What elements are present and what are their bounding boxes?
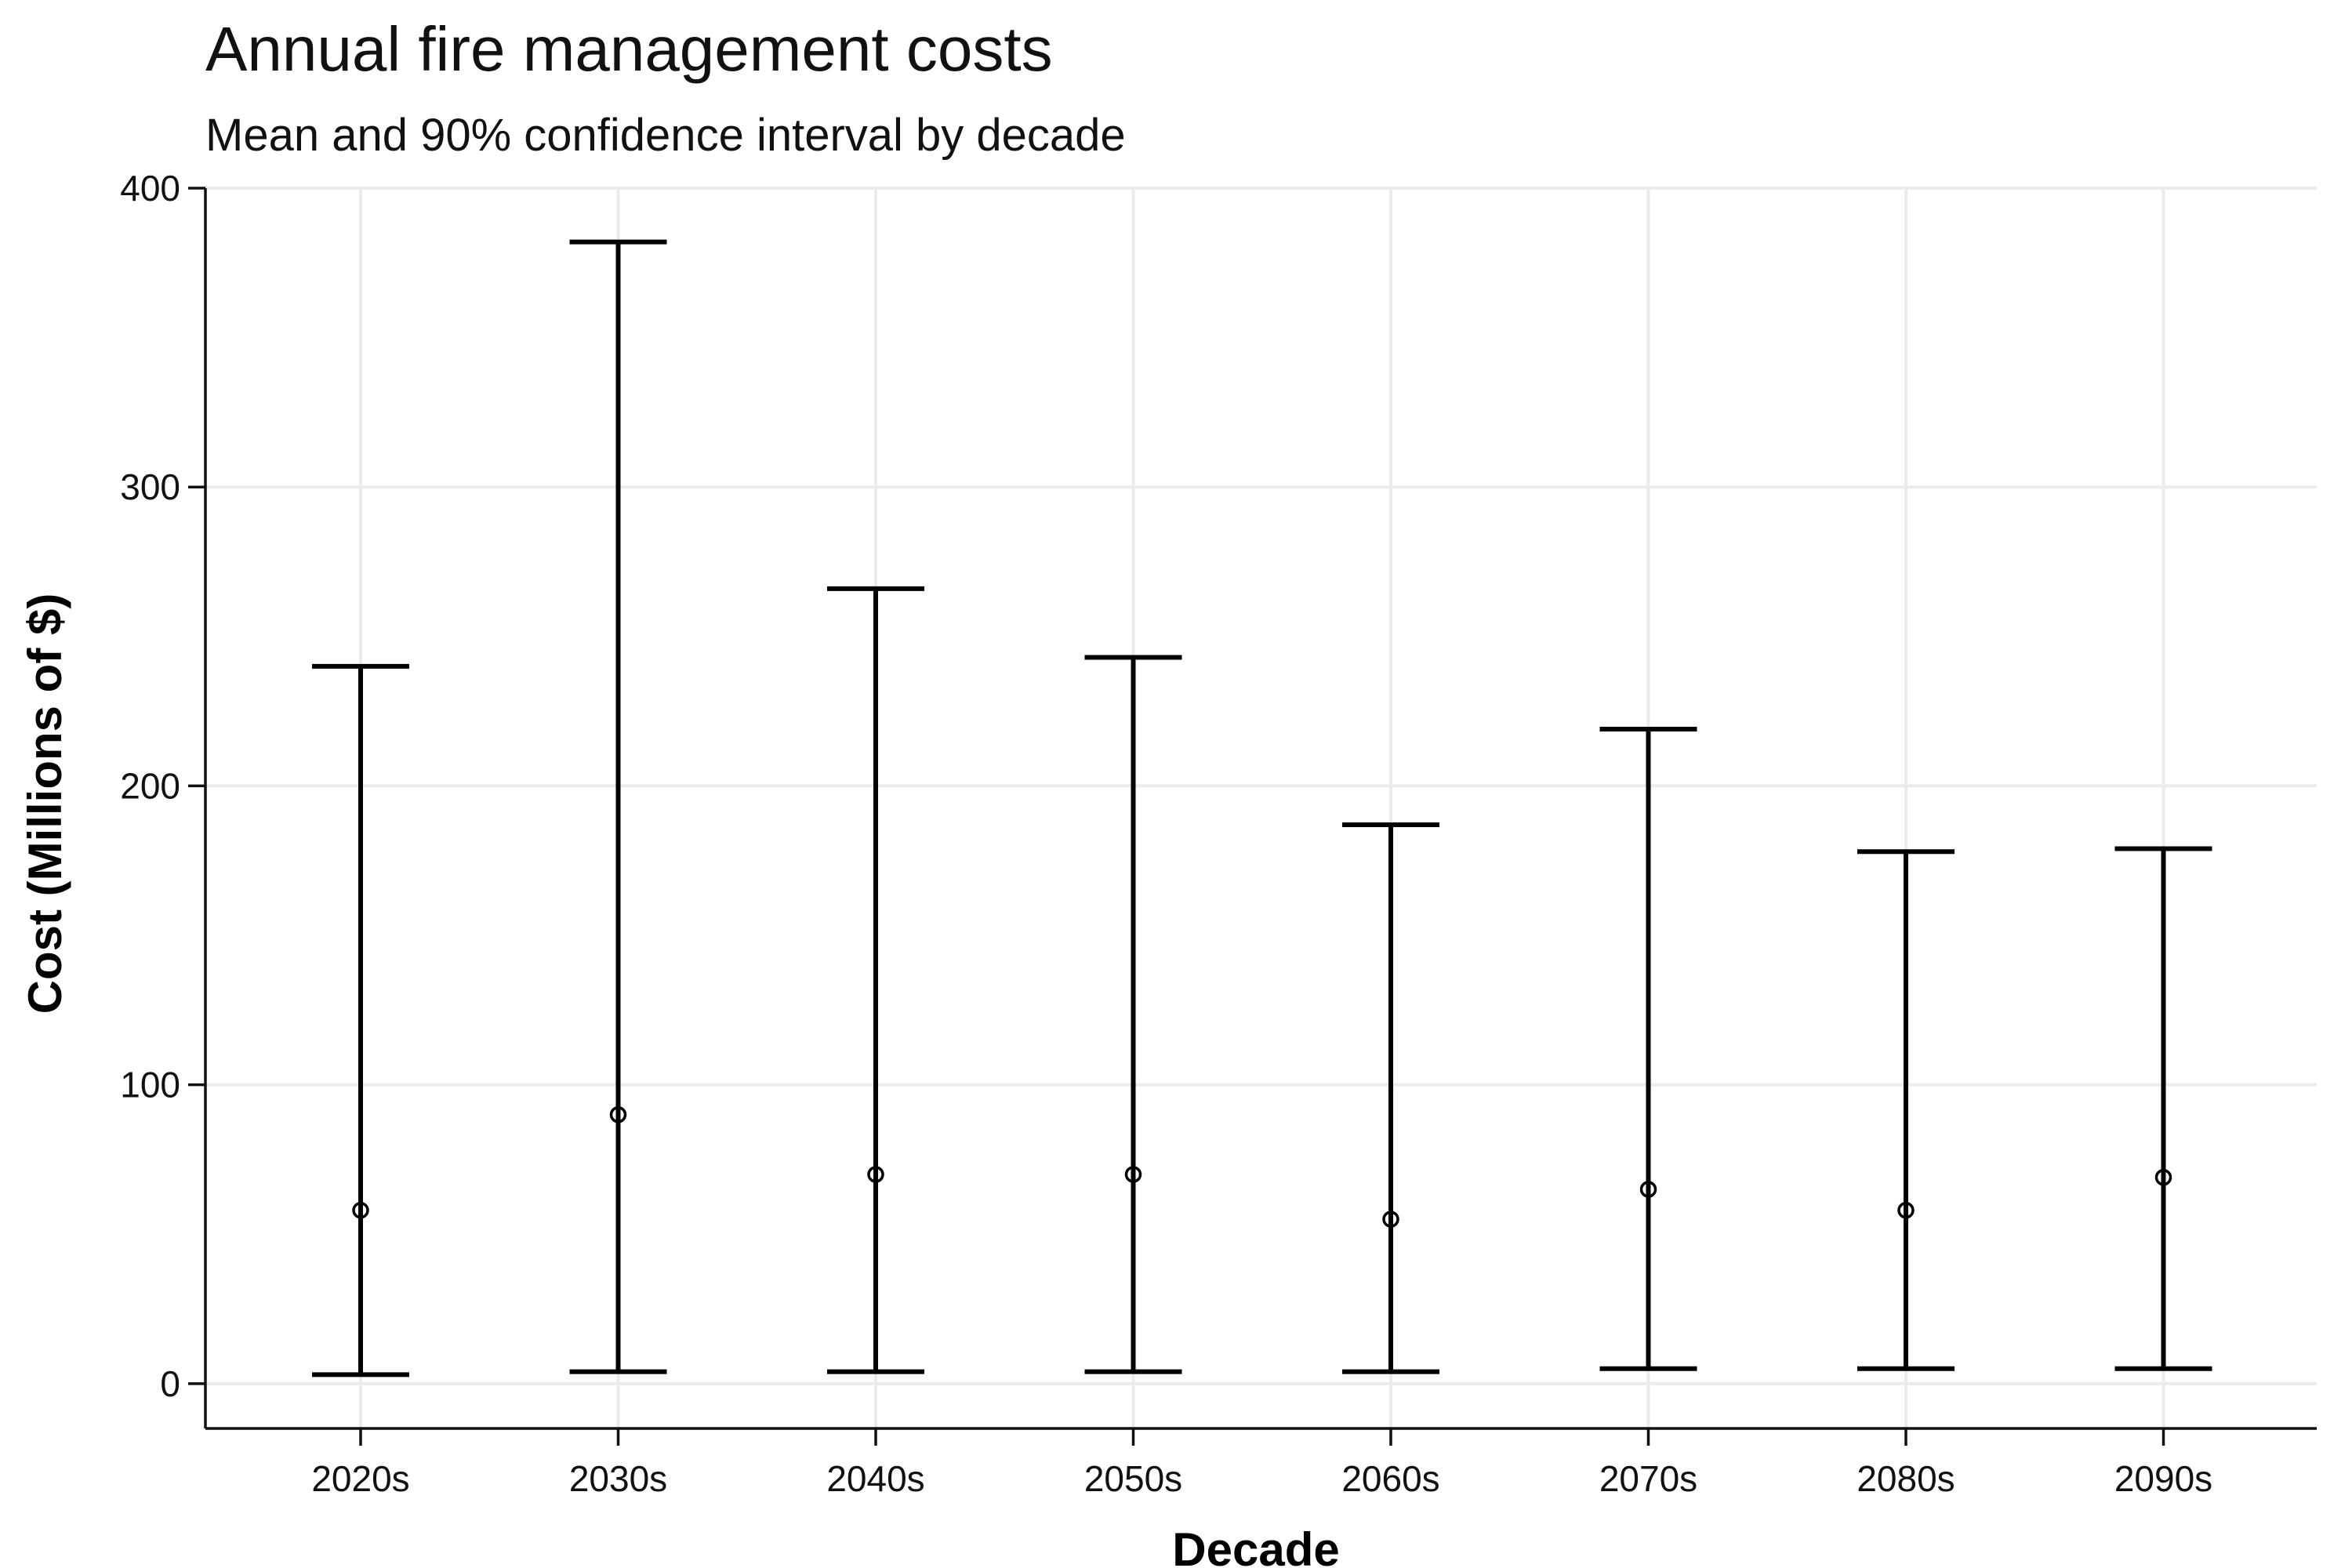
chart-subtitle: Mean and 90% confidence interval by deca… bbox=[205, 110, 1126, 161]
mean-point-2060s bbox=[1382, 1210, 1399, 1228]
y-tick-label: 400 bbox=[120, 168, 180, 209]
error-bars bbox=[312, 239, 2212, 1377]
x-tick-label: 2060s bbox=[1341, 1458, 1439, 1499]
x-tick-label: 2090s bbox=[2114, 1458, 2212, 1499]
x-tick-label: 2020s bbox=[311, 1458, 409, 1499]
gridlines bbox=[205, 187, 2317, 1428]
y-tick-label: 0 bbox=[160, 1363, 180, 1404]
y-tick-label: 200 bbox=[120, 765, 180, 806]
mean-point-2090s bbox=[2154, 1169, 2172, 1186]
chart-title: Annual fire management costs bbox=[205, 14, 1053, 84]
mean-point-2040s bbox=[867, 1166, 884, 1183]
axes bbox=[188, 187, 2317, 1446]
y-axis-title: Cost (Millions of $) bbox=[19, 593, 71, 1014]
x-tick-label: 2080s bbox=[1857, 1458, 1955, 1499]
mean-point-2070s bbox=[1639, 1181, 1657, 1198]
x-tick-label: 2050s bbox=[1084, 1458, 1182, 1499]
x-axis-title: Decade bbox=[1172, 1523, 1339, 1568]
mean-point-2080s bbox=[1897, 1201, 1915, 1219]
x-tick-label: 2040s bbox=[826, 1458, 924, 1499]
y-tick-label: 300 bbox=[120, 466, 180, 507]
mean-point-2020s bbox=[352, 1201, 369, 1219]
mean-point-2050s bbox=[1124, 1166, 1142, 1183]
x-tick-label: 2070s bbox=[1599, 1458, 1697, 1499]
x-tick-label: 2030s bbox=[569, 1458, 667, 1499]
y-tick-label: 100 bbox=[120, 1065, 180, 1105]
mean-point-2030s bbox=[609, 1105, 627, 1123]
tick-labels: 0 100 200 300 400 2020s 2030s 2040s 2050s 2060s 20… bbox=[120, 168, 2212, 1499]
